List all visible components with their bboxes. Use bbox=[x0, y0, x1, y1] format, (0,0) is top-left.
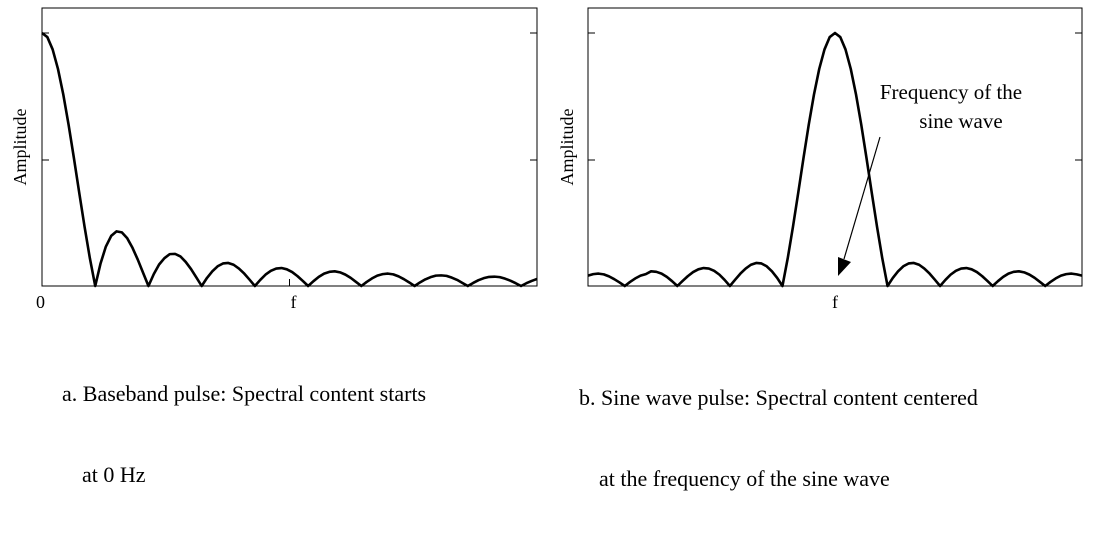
chart-a-y-axis-label: Amplitude bbox=[10, 108, 30, 185]
chart-a-caption-line-2: at 0 Hz bbox=[82, 462, 146, 487]
chart-a: Amplitude 0 f a. Baseband pulse: Spectral … bbox=[0, 0, 546, 487]
chart-b-caption: b. Sine wave pulse: Spectral content cen… bbox=[579, 330, 978, 546]
chart-b: Amplitude f Frequency of the sine wave b. S… bbox=[547, 0, 1093, 491]
chart-a-caption-line-1: a. Baseband pulse: Spectral content star… bbox=[62, 381, 427, 406]
chart-b-annotation-line-2: sine wave bbox=[919, 109, 1002, 133]
chart-b-x-tick-label-f: f bbox=[832, 292, 838, 312]
chart-b-y-axis-label: Amplitude bbox=[557, 108, 577, 185]
chart-b-caption-line-2: at the frequency of the sine wave bbox=[599, 466, 890, 491]
chart-b-caption-line-1: b. Sine wave pulse: Spectral content cen… bbox=[579, 385, 978, 410]
chart-b-annotation-arrow-head bbox=[838, 257, 851, 276]
chart-a-plot: Amplitude 0 f bbox=[10, 7, 538, 312]
chart-a-x-tick-label-1: f bbox=[291, 292, 297, 312]
chart-a-caption: a. Baseband pulse: Spectral content star… bbox=[62, 326, 426, 542]
chart-b-plot-frame bbox=[587, 7, 1083, 287]
chart-b-annotation-arrow-line bbox=[843, 136, 881, 260]
chart-a-x-tick-label-0: 0 bbox=[36, 292, 45, 312]
chart-a-series-line bbox=[41, 31, 538, 288]
chart-b-plot: Amplitude f Frequency of the sine wave bbox=[557, 7, 1083, 312]
chart-a-plot-frame bbox=[41, 7, 538, 287]
chart-b-annotation-line-1: Frequency of the bbox=[880, 80, 1022, 104]
chart-b-series-line bbox=[587, 31, 1083, 288]
